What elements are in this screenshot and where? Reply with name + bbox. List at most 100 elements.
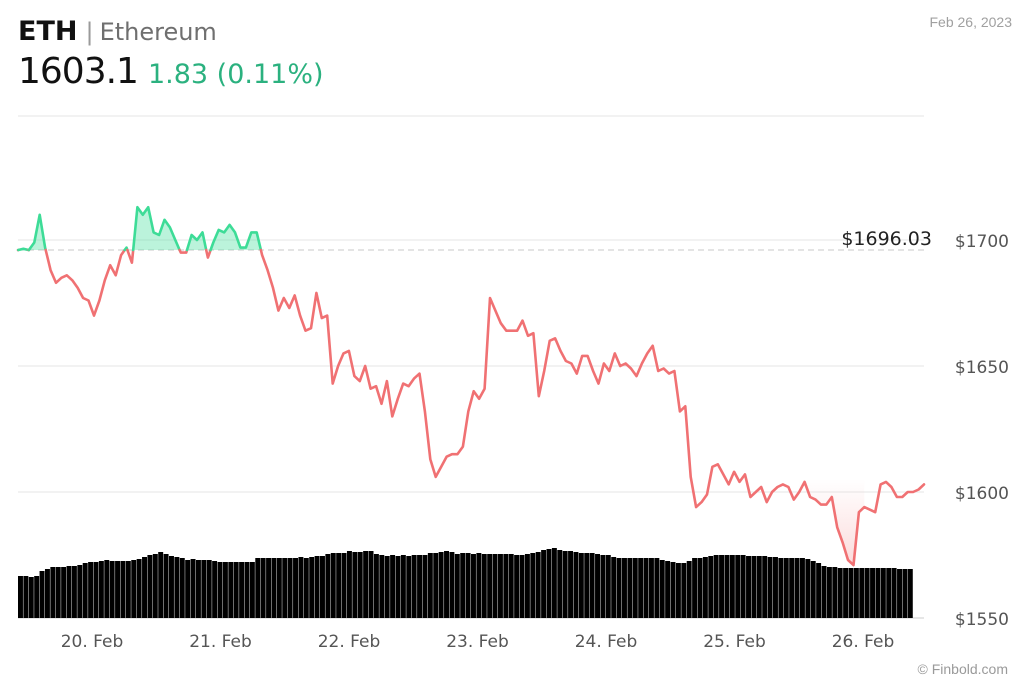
volume-bar [859, 568, 865, 618]
volume-bar [864, 568, 870, 618]
volume-bar [330, 553, 336, 618]
volume-bar [71, 566, 77, 618]
price-line-above-reference [131, 205, 181, 252]
volume-bar [826, 567, 832, 618]
volume-bar [729, 555, 735, 618]
volume-bar [190, 559, 196, 618]
volume-bar [843, 568, 849, 618]
y-tick-label: $1550 [955, 610, 1009, 630]
volume-bar [50, 567, 56, 618]
volume-bar [557, 550, 563, 618]
asset-title-row: ETH | Ethereum [18, 16, 324, 47]
volume-bar [880, 568, 886, 618]
volume-bar [427, 553, 433, 618]
volume-bar [816, 563, 822, 618]
price-line-below-reference [126, 248, 135, 264]
volume-bar [497, 554, 503, 618]
source-credit: © Finbold.com [917, 661, 1008, 677]
volume-bar [756, 556, 762, 618]
title-separator: | [85, 18, 94, 46]
volume-bar [44, 569, 50, 618]
volume-bar [55, 567, 61, 618]
volume-bar [239, 562, 245, 618]
volume-bar [853, 568, 859, 618]
volume-bar [481, 554, 487, 618]
price-line-above-reference [17, 247, 30, 252]
volume-bar [309, 557, 315, 618]
volume-bar [530, 553, 536, 618]
volume-bar [902, 569, 908, 618]
volume-bar [460, 553, 466, 618]
volume-bar [66, 566, 72, 618]
volume-bar [422, 555, 428, 618]
volume-bar [276, 558, 282, 618]
volume-bar [837, 568, 843, 618]
volume-bar [476, 553, 482, 618]
volume-bar [740, 555, 746, 618]
volume-bar [185, 560, 191, 618]
volume-bar [708, 556, 714, 618]
volume-bar [783, 558, 789, 618]
volume-bar [206, 560, 212, 618]
volume-bar [120, 561, 126, 618]
asset-name: Ethereum [99, 18, 217, 46]
volume-bar [681, 563, 687, 618]
volume-bar [115, 561, 121, 618]
volume-bar [34, 576, 40, 618]
volume-bar [454, 554, 460, 618]
volume-bar [616, 558, 622, 618]
x-tick-label: 25. Feb [703, 632, 766, 652]
volume-bar [692, 558, 698, 618]
volume-bar [675, 563, 681, 618]
volume-bar [352, 552, 358, 618]
volume-bar [810, 561, 816, 618]
volume-bar [368, 551, 374, 618]
volume-bar [98, 561, 104, 618]
volume-bar [325, 554, 331, 618]
volume-bar [217, 562, 223, 618]
volume-bar [109, 561, 115, 618]
volume-bar [212, 561, 218, 618]
volume-bar [643, 558, 649, 618]
chart-date: Feb 26, 2023 [929, 14, 1012, 30]
volume-bar [654, 558, 660, 618]
asset-header: ETH | Ethereum 1603.1 1.83 (0.11%) [18, 16, 324, 92]
price-line-below-reference [259, 248, 926, 567]
volume-bar [201, 560, 207, 618]
volume-bar [400, 555, 406, 618]
volume-bar [832, 567, 838, 618]
y-tick-label: $1600 [955, 484, 1009, 504]
reference-label: $1696.03 [841, 228, 932, 250]
volume-bar [821, 566, 827, 618]
volume-bar [131, 560, 137, 618]
price-line-below-reference [44, 248, 126, 317]
volume-bar [357, 552, 363, 618]
volume-bar [589, 553, 595, 618]
ticker-symbol: ETH [18, 16, 78, 47]
volume-bar [670, 562, 676, 618]
volume-bar [746, 556, 751, 618]
volume-bar [611, 557, 617, 618]
volume-bar [632, 558, 638, 618]
volume-bar [702, 557, 708, 618]
y-tick-label: $1650 [955, 358, 1009, 378]
volume-bar [600, 555, 606, 618]
volume-bar [719, 555, 725, 618]
volume-bar [713, 555, 719, 618]
volume-bar [535, 552, 541, 618]
volume-bar [886, 568, 892, 618]
volume-bar [320, 556, 325, 618]
price-change: 1.83 (0.11%) [147, 59, 324, 90]
volume-bar [735, 555, 741, 618]
volume-bar [346, 551, 352, 618]
volume-bar [147, 555, 153, 618]
price-row: 1603.1 1.83 (0.11%) [18, 51, 324, 92]
volume-bar [773, 557, 778, 618]
volume-bar [104, 560, 110, 618]
volume-bar [293, 558, 298, 618]
price-line-above-reference [185, 231, 208, 252]
volume-bar [266, 558, 272, 618]
volume-bar [562, 551, 568, 618]
volume-bar [373, 554, 379, 618]
volume-bar [82, 563, 88, 618]
